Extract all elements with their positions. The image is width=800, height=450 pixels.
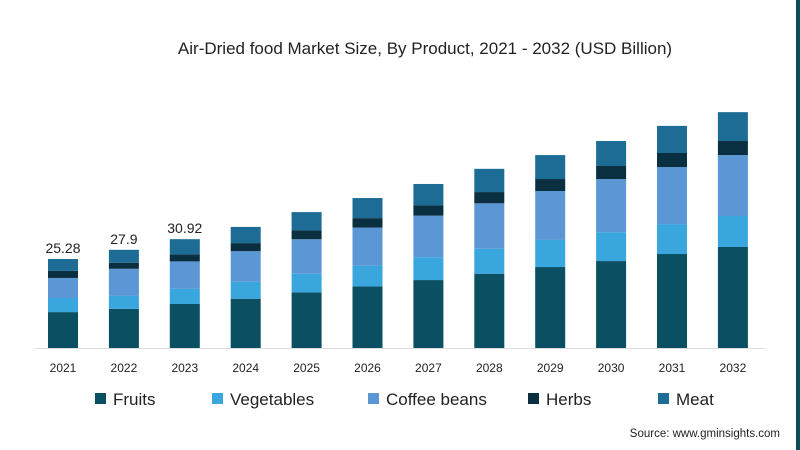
data-label: 27.9 — [110, 231, 137, 247]
legend-swatch — [528, 393, 539, 404]
bar-segment-coffee-beans-2022 — [108, 268, 139, 296]
source-note: Source: www.gminsights.com — [630, 428, 780, 440]
x-tick-label: 2024 — [232, 361, 259, 375]
bar-segment-meat-2024 — [230, 226, 261, 244]
bar-segment-coffee-beans-2021 — [48, 277, 78, 299]
bar-segment-vegetables-2026 — [352, 265, 383, 287]
bar-segment-vegetables-2022 — [108, 295, 139, 309]
bar-segment-meat-2021 — [48, 259, 78, 271]
bar-segment-herbs-2025 — [291, 230, 322, 240]
x-tick-label: 2027 — [415, 361, 442, 375]
bar-segment-fruits-2024 — [230, 298, 261, 348]
bar-segment-vegetables-2028 — [474, 248, 505, 274]
bar-segment-vegetables-2027 — [413, 257, 444, 281]
bar-segment-herbs-2029 — [535, 179, 566, 192]
frame-border — [796, 0, 800, 450]
bar-segment-meat-2027 — [413, 183, 444, 206]
bar-segment-meat-2030 — [596, 141, 627, 167]
bar-segment-herbs-2031 — [657, 152, 687, 168]
legend-item-vegetables: Vegetables — [212, 390, 314, 409]
bar-segment-vegetables-2031 — [657, 224, 687, 255]
bar-segment-vegetables-2025 — [291, 273, 322, 293]
bar-segment-fruits-2032 — [717, 246, 748, 348]
legend-swatch — [368, 393, 379, 404]
bar-segment-herbs-2023 — [169, 254, 200, 262]
x-tick-label: 2028 — [476, 361, 503, 375]
x-tick-label: 2026 — [354, 361, 381, 375]
bar-segment-meat-2029 — [535, 155, 566, 180]
x-tick-label: 2032 — [720, 361, 747, 375]
bar-segment-herbs-2021 — [48, 270, 78, 278]
legend-item-coffee-beans: Coffee beans — [368, 390, 487, 409]
bar-segment-coffee-beans-2025 — [291, 239, 322, 274]
bar-segment-vegetables-2030 — [596, 232, 627, 262]
bar-segment-fruits-2030 — [596, 261, 627, 348]
legend-label: Fruits — [113, 390, 156, 409]
bar-segment-meat-2031 — [657, 125, 687, 153]
legend-label: Meat — [676, 390, 714, 409]
legend-label: Coffee beans — [386, 390, 487, 409]
legend-item-herbs: Herbs — [528, 390, 591, 409]
legend-swatch — [658, 393, 669, 404]
bar-segment-vegetables-2029 — [535, 239, 566, 268]
bar-segment-coffee-beans-2029 — [535, 191, 566, 240]
bar-segment-herbs-2027 — [413, 205, 444, 216]
x-tick-label: 2025 — [293, 361, 320, 375]
bar-segment-meat-2022 — [108, 249, 139, 263]
x-tick-label: 2029 — [537, 361, 564, 375]
bar-segment-coffee-beans-2032 — [717, 155, 748, 216]
x-tick-label: 2021 — [50, 361, 77, 375]
bar-segment-coffee-beans-2030 — [596, 179, 627, 233]
bar-segment-coffee-beans-2023 — [169, 261, 200, 289]
bar-segment-fruits-2028 — [474, 273, 505, 348]
chart-title: Air-Dried food Market Size, By Product, … — [178, 39, 672, 58]
bar-segment-fruits-2022 — [108, 308, 139, 348]
bar-segment-meat-2032 — [717, 112, 748, 142]
bar-segment-coffee-beans-2031 — [657, 167, 687, 225]
bar-segment-herbs-2028 — [474, 192, 505, 204]
bar-segment-fruits-2031 — [657, 254, 687, 348]
bar-segment-fruits-2027 — [413, 280, 444, 348]
x-tick-label: 2023 — [171, 361, 198, 375]
bar-segment-herbs-2026 — [352, 218, 383, 228]
bar-segment-meat-2026 — [352, 198, 383, 219]
bar-segment-herbs-2030 — [596, 166, 627, 180]
bar-segment-coffee-beans-2028 — [474, 203, 505, 249]
legend-swatch — [95, 393, 106, 404]
bar-segment-coffee-beans-2024 — [230, 251, 261, 282]
bar-segment-coffee-beans-2026 — [352, 227, 383, 266]
x-tick-label: 2031 — [659, 361, 686, 375]
data-label: 25.28 — [45, 240, 80, 256]
x-tick-label: 2022 — [111, 361, 138, 375]
bar-segment-fruits-2029 — [535, 267, 566, 348]
bar-segment-vegetables-2032 — [717, 216, 748, 247]
data-label: 30.92 — [167, 220, 202, 236]
bar-segment-fruits-2023 — [169, 304, 200, 348]
bar-segment-fruits-2026 — [352, 286, 383, 348]
legend-label: Vegetables — [230, 390, 314, 409]
x-tick-label: 2030 — [598, 361, 625, 375]
bar-segment-vegetables-2023 — [169, 288, 200, 304]
bar-segment-fruits-2025 — [291, 292, 322, 348]
legend-item-fruits: Fruits — [95, 390, 156, 409]
bar-segment-meat-2023 — [169, 239, 200, 255]
legend-item-meat: Meat — [658, 390, 714, 409]
bar-segment-meat-2028 — [474, 168, 505, 193]
bar-segment-herbs-2032 — [717, 141, 748, 156]
bar-segment-coffee-beans-2027 — [413, 215, 444, 258]
bar-segment-vegetables-2024 — [230, 281, 261, 299]
bar-segment-vegetables-2021 — [48, 298, 78, 313]
bar-segment-herbs-2022 — [108, 262, 139, 269]
bar-segment-fruits-2021 — [48, 312, 78, 348]
bar-segment-herbs-2024 — [230, 243, 261, 252]
bar-segment-meat-2025 — [291, 212, 322, 231]
legend-swatch — [212, 393, 223, 404]
legend-label: Herbs — [546, 390, 591, 409]
